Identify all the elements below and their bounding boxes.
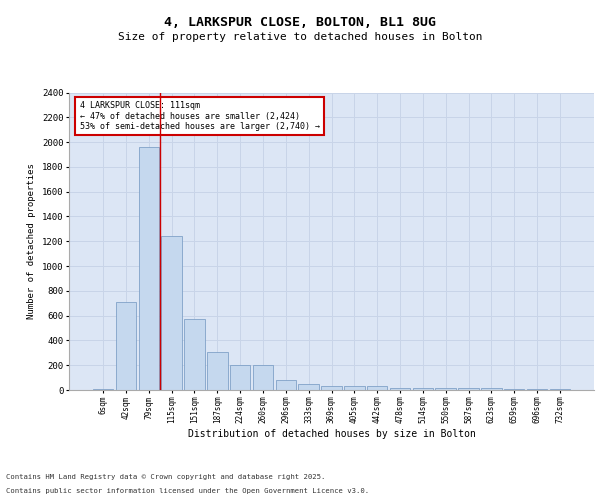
Y-axis label: Number of detached properties: Number of detached properties: [28, 164, 37, 319]
Bar: [413, 388, 433, 390]
Text: Contains public sector information licensed under the Open Government Licence v3: Contains public sector information licen…: [6, 488, 369, 494]
Bar: [161, 236, 182, 390]
Bar: [458, 388, 479, 390]
Bar: [207, 352, 227, 390]
Text: 4, LARKSPUR CLOSE, BOLTON, BL1 8UG: 4, LARKSPUR CLOSE, BOLTON, BL1 8UG: [164, 16, 436, 29]
Bar: [93, 389, 113, 390]
Bar: [275, 380, 296, 390]
Bar: [253, 365, 273, 390]
Bar: [230, 365, 250, 390]
Text: 4 LARKSPUR CLOSE: 111sqm
← 47% of detached houses are smaller (2,424)
53% of sem: 4 LARKSPUR CLOSE: 111sqm ← 47% of detach…: [79, 102, 320, 131]
Bar: [481, 388, 502, 390]
Bar: [390, 388, 410, 390]
Text: Size of property relative to detached houses in Bolton: Size of property relative to detached ho…: [118, 32, 482, 42]
X-axis label: Distribution of detached houses by size in Bolton: Distribution of detached houses by size …: [188, 429, 475, 439]
Bar: [139, 147, 159, 390]
Bar: [321, 386, 342, 390]
Bar: [184, 318, 205, 390]
Bar: [367, 386, 388, 390]
Bar: [298, 384, 319, 390]
Bar: [436, 388, 456, 390]
Bar: [116, 302, 136, 390]
Bar: [344, 386, 365, 390]
Text: Contains HM Land Registry data © Crown copyright and database right 2025.: Contains HM Land Registry data © Crown c…: [6, 474, 325, 480]
